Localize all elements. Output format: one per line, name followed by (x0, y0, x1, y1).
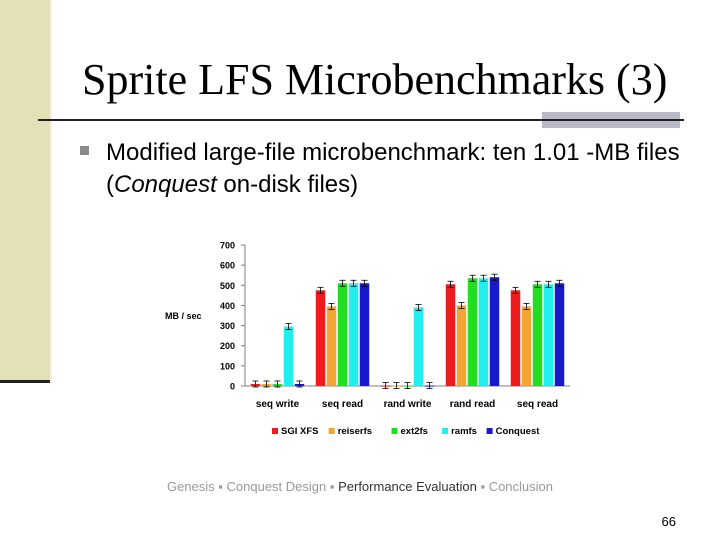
x-tick-label: rand write (384, 399, 432, 410)
bar (348, 283, 359, 386)
bar (456, 305, 467, 386)
legend-swatch (328, 428, 335, 434)
y-tick-label: 200 (220, 341, 235, 351)
bar (510, 290, 521, 386)
left-bar-shadow (0, 380, 50, 383)
legend-label: SGI XFS (281, 426, 318, 437)
bar (478, 278, 489, 386)
bullet-text-emphasis: Conquest (114, 171, 217, 198)
legend-swatch (391, 428, 398, 434)
left-decorative-bar (0, 0, 50, 380)
bar (337, 283, 348, 386)
footer-separator: ▪ (214, 479, 227, 494)
x-tick-label: seq read (517, 399, 558, 410)
slide-title: Sprite LFS Microbenchmarks (3) (82, 55, 668, 104)
left-bar-edge (50, 0, 52, 383)
bar (445, 284, 456, 386)
y-axis-label: MB / sec (165, 311, 202, 321)
bar (359, 283, 370, 386)
title-rule (38, 119, 684, 121)
y-tick-label: 0 (230, 382, 235, 392)
bullet-text: Modified large-file microbenchmark: ten … (106, 137, 696, 201)
y-tick-label: 400 (220, 301, 235, 311)
page-number: 66 (661, 514, 676, 529)
y-tick-label: 300 (220, 321, 235, 331)
bullet-marker-icon (80, 146, 89, 155)
y-tick-label: 700 (220, 241, 235, 251)
legend-swatch (486, 428, 493, 434)
legend-swatch (442, 428, 449, 434)
footer-separator: ▪ (326, 479, 339, 494)
y-tick-label: 500 (220, 281, 235, 291)
legend-label: reiserfs (338, 426, 372, 437)
legend-swatch (272, 428, 278, 434)
bar (554, 283, 565, 386)
y-tick-label: 600 (220, 261, 235, 271)
bullet-text-part1: Modified large-file microbenchmark: ten … (106, 139, 680, 198)
legend-label: ext2fs (401, 426, 428, 437)
footer-navigation: Genesis ▪ Conquest Design ▪ Performance … (0, 479, 720, 494)
bar (543, 284, 554, 386)
bar-chart: 0 100 200 300 400 500 600 700 MB / sec seq write s… (165, 241, 570, 437)
bullet-text-part2: on-disk files) (216, 171, 359, 198)
bar (413, 307, 424, 386)
bar (467, 278, 478, 386)
bar (326, 306, 337, 386)
footer-item: Conclusion (488, 479, 554, 494)
bar (489, 277, 500, 386)
footer-item: Conquest Design (226, 479, 327, 494)
legend-label: Conquest (496, 426, 541, 437)
bar (521, 306, 532, 386)
x-tick-label: rand read (450, 399, 496, 410)
footer-separator: ▪ (476, 479, 489, 494)
x-tick-label: seq read (322, 399, 363, 410)
bar (315, 290, 326, 386)
x-tick-label: seq write (256, 399, 300, 410)
bar (283, 326, 294, 386)
legend-label: ramfs (451, 426, 477, 437)
bar (532, 284, 543, 386)
footer-item: Performance Evaluation (338, 479, 477, 494)
footer-item: Genesis (166, 479, 215, 494)
y-tick-label: 100 (220, 361, 235, 371)
